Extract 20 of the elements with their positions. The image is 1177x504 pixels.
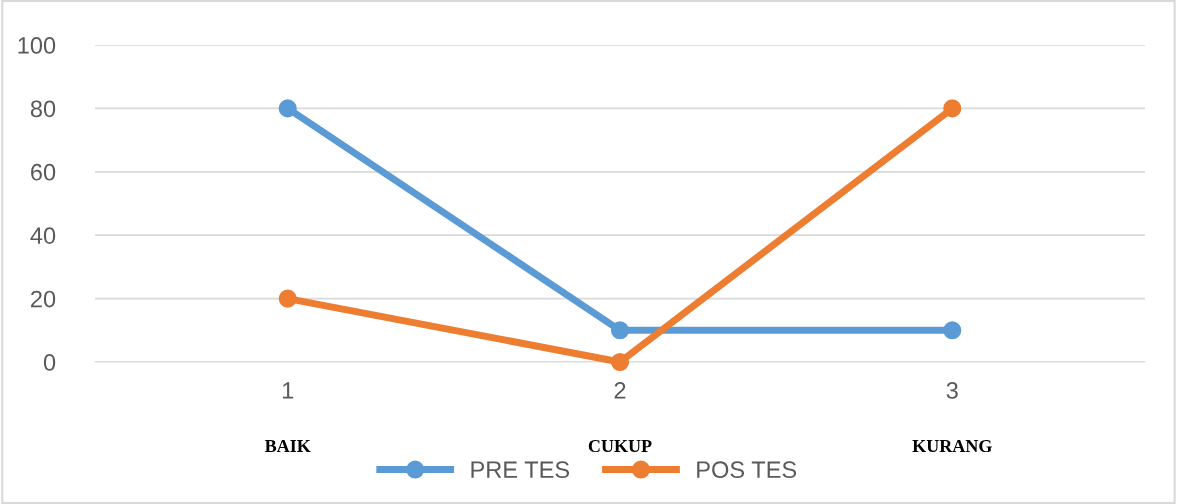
y-tick-label: 100 (18, 37, 56, 54)
point (278, 99, 297, 118)
x-tick-label: 2 (614, 382, 626, 399)
point (943, 321, 962, 340)
y-tick-label: 0 (43, 354, 56, 371)
point (943, 99, 962, 118)
point (278, 289, 297, 308)
text: CUKUP (588, 439, 652, 453)
y-tick-label: 60 (31, 163, 56, 181)
text: BAIK (264, 440, 311, 452)
x-tick-label: 3 (946, 382, 958, 399)
y-tick-label: 40 (30, 227, 56, 244)
legend-label: POS TES (697, 461, 797, 479)
point (610, 352, 630, 372)
y-tick-label: 80 (30, 100, 56, 118)
legend-label: PRE TES (471, 461, 570, 479)
text: KURANG (912, 439, 992, 453)
y-tick-label: 20 (31, 290, 56, 308)
point (610, 321, 630, 340)
x-tick-label: 1 (282, 382, 294, 399)
